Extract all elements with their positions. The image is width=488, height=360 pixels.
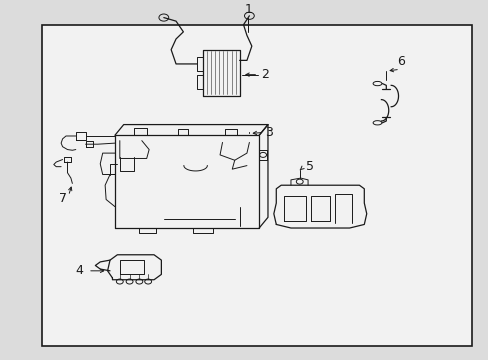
- Text: 4: 4: [75, 264, 83, 277]
- Text: 6: 6: [396, 55, 404, 68]
- Text: 5: 5: [305, 160, 313, 173]
- Text: 3: 3: [265, 126, 273, 139]
- Text: 1: 1: [244, 3, 252, 16]
- Text: 2: 2: [261, 68, 269, 81]
- Bar: [41, 25, 471, 346]
- Text: 7: 7: [59, 192, 66, 205]
